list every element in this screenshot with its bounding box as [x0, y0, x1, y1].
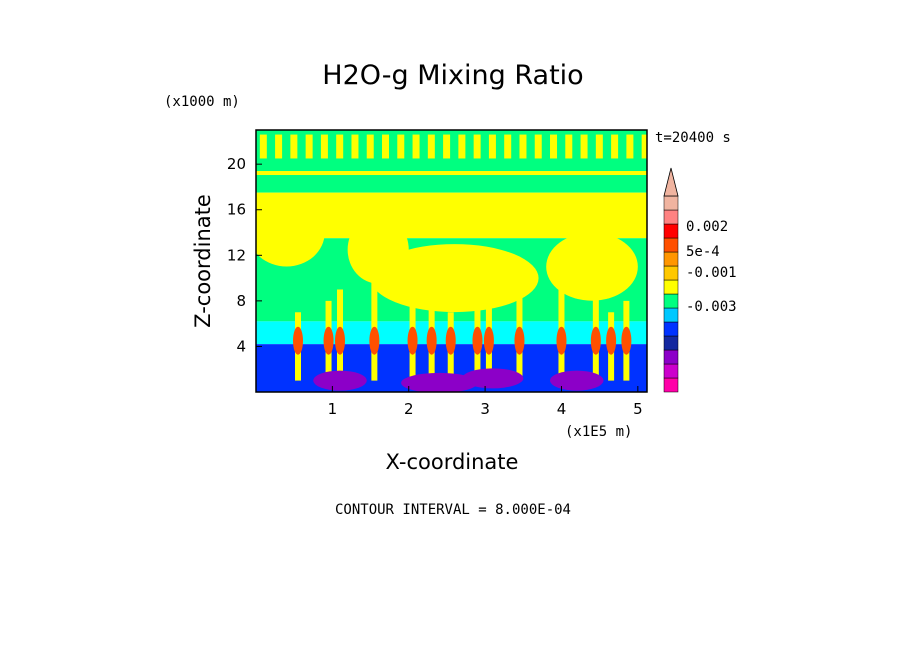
colorbar-label: -0.001 — [686, 265, 737, 281]
anvil-blob — [256, 198, 325, 267]
plume — [592, 255, 599, 381]
strat-stripe — [534, 134, 542, 159]
contour-field — [256, 130, 647, 392]
y-axis: 4 8 12 16 20 — [227, 155, 262, 355]
colorbar-swatch — [663, 195, 679, 211]
colorbar-swatch — [663, 223, 679, 239]
surface-minimum — [401, 372, 478, 392]
colorbar-swatch — [663, 293, 679, 309]
colorbar-swatch — [663, 377, 679, 393]
y-scale-label: (x1000 m) — [164, 94, 240, 110]
strat-stripe — [504, 134, 512, 159]
chart-title: H2O-g Mixing Ratio — [322, 60, 583, 91]
strat-stripe — [580, 134, 588, 159]
strat-stripe — [259, 134, 267, 159]
anvil-blob — [347, 215, 409, 284]
plume — [409, 266, 416, 381]
x-tick-label: 5 — [633, 400, 643, 418]
plume — [558, 266, 565, 381]
y-tick-label: 16 — [227, 201, 246, 219]
strat-stripe — [473, 134, 481, 159]
strat-stripe — [550, 134, 558, 159]
strat-stripe — [275, 134, 283, 159]
strat-stripe — [351, 134, 359, 159]
colorbar-swatch — [663, 335, 679, 351]
plume-core — [445, 326, 456, 355]
colorbar: 0.002 5e-4 -0.001 -0.003 — [663, 167, 737, 393]
y-tick-label: 20 — [227, 155, 246, 173]
strat-stripe — [412, 134, 420, 159]
plume-core — [606, 326, 617, 355]
strat-stripe — [382, 134, 390, 159]
colorbar-swatch — [663, 279, 679, 295]
x-axis-label: X-coordinate — [386, 450, 519, 474]
layer-upper — [256, 130, 647, 193]
strat-stripe — [458, 134, 466, 159]
surface-minimum — [550, 370, 604, 391]
y-tick-label: 12 — [227, 246, 246, 264]
colorbar-swatch — [663, 265, 679, 281]
strat-stripe — [336, 134, 344, 159]
colorbar-swatch — [663, 209, 679, 225]
y-tick-label: 8 — [236, 292, 246, 310]
plume — [428, 255, 435, 381]
strat-stripe — [290, 134, 298, 159]
x-tick-label: 4 — [557, 400, 567, 418]
colorbar-swatch — [663, 307, 679, 323]
plume-core — [621, 326, 632, 355]
plume-core — [483, 326, 494, 355]
x-tick-label: 2 — [404, 400, 414, 418]
plume-core — [514, 326, 525, 355]
colorbar-label: 5e-4 — [686, 244, 720, 260]
plume-core — [472, 326, 483, 355]
plume-core — [369, 326, 380, 355]
contour-interval: CONTOUR INTERVAL = 8.000E-04 — [335, 502, 571, 518]
anvil-blob — [546, 232, 638, 301]
plume-core — [556, 326, 567, 355]
strat-stripe — [427, 134, 435, 159]
strat-stripe — [366, 134, 374, 159]
x-axis: 1 2 3 4 5 — [328, 386, 643, 418]
strat-stripe — [305, 134, 313, 159]
plume-core — [407, 326, 418, 355]
x-tick-label: 3 — [480, 400, 490, 418]
strat-stripe — [397, 134, 405, 159]
time-label: t=20400 s — [655, 130, 731, 146]
colorbar-swatch — [663, 363, 679, 379]
strat-stripe — [595, 134, 603, 159]
colorbar-swatch — [663, 321, 679, 337]
strat-stripe — [641, 134, 647, 159]
y-tick-label: 4 — [236, 337, 246, 355]
strat-stripe — [488, 134, 496, 159]
strat-stripe — [320, 134, 328, 159]
strat-stripe — [611, 134, 619, 159]
surface-minimum — [462, 368, 524, 389]
plume-core — [426, 326, 437, 355]
colorbar-swatch — [663, 251, 679, 267]
x-tick-label: 1 — [328, 400, 338, 418]
colorbar-label: 0.002 — [686, 219, 728, 235]
plume-core — [323, 326, 334, 355]
plume-core — [335, 326, 346, 355]
colorbar-extend-arrow — [663, 167, 679, 197]
colorbar-label: -0.003 — [686, 299, 737, 315]
plume-core — [590, 326, 601, 355]
y-axis-label: Z-coordinate — [191, 194, 215, 328]
plume-core — [293, 326, 304, 355]
x-scale-label: (x1E5 m) — [565, 424, 632, 440]
strat-stripe — [565, 134, 573, 159]
colorbar-swatch — [663, 237, 679, 253]
surface-minimum — [313, 370, 367, 391]
strat-stripe — [443, 134, 451, 159]
plot-frame — [255, 129, 648, 393]
strat-band — [256, 171, 647, 176]
strat-stripe — [626, 134, 634, 159]
colorbar-swatch — [663, 349, 679, 365]
strat-stripe — [519, 134, 527, 159]
